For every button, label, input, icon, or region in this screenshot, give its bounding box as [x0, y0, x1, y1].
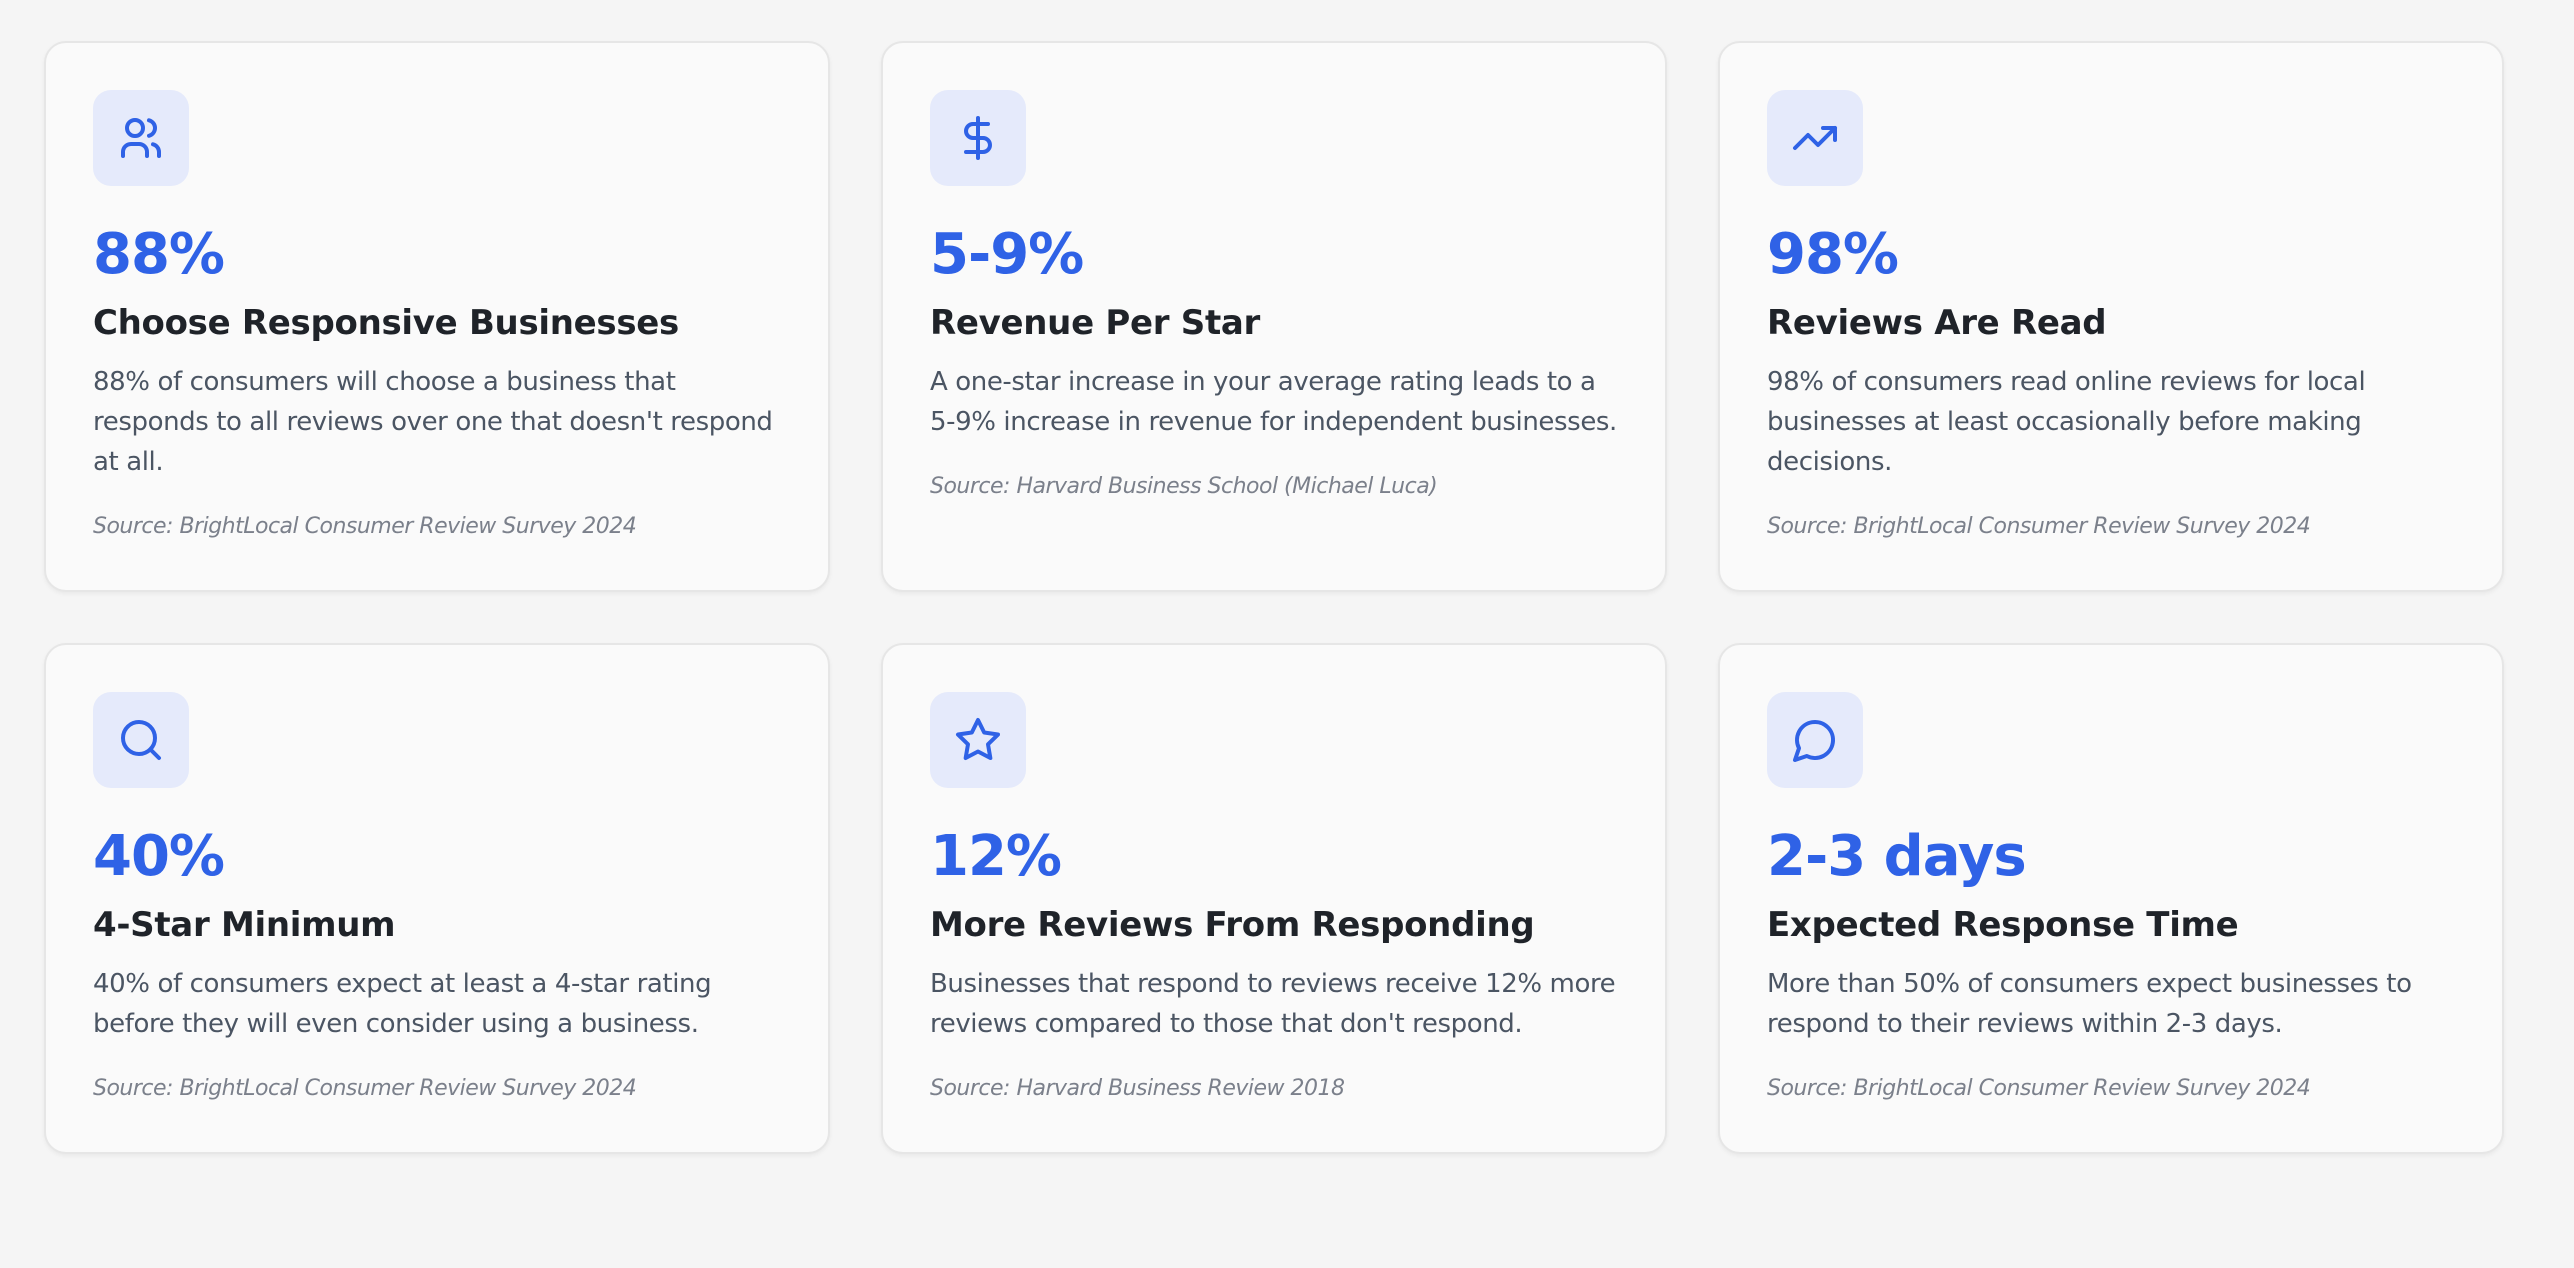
stat-source: Source: BrightLocal Consumer Review Surv…: [93, 514, 637, 539]
stat-value: 88%: [93, 222, 225, 287]
stat-card-more-reviews-from-responding: 12% More Reviews From Responding Busines…: [881, 643, 1667, 1154]
stat-description: 88% of consumers will choose a business …: [93, 367, 773, 477]
stat-source: Source: BrightLocal Consumer Review Surv…: [93, 1076, 637, 1101]
search-icon: [93, 692, 189, 788]
stat-title: 4-Star Minimum: [93, 905, 396, 945]
stat-description: More than 50% of consumers expect busine…: [1767, 969, 2412, 1039]
stat-source: Source: Harvard Business Review 2018: [930, 1076, 1345, 1101]
stat-card-expected-response-time: 2-3 days Expected Response Time More tha…: [1718, 643, 2504, 1154]
stats-grid: 88% Choose Responsive Businesses 88% of …: [44, 41, 2504, 1154]
message-circle-icon: [1767, 692, 1863, 788]
stat-value: 5-9%: [930, 222, 1084, 287]
stat-source: Source: BrightLocal Consumer Review Surv…: [1767, 1076, 2311, 1101]
star-icon: [930, 692, 1026, 788]
stat-description: 98% of consumers read online reviews for…: [1767, 367, 2366, 477]
stat-title: Expected Response Time: [1767, 905, 2239, 945]
stat-card-four-star-minimum: 40% 4-Star Minimum 40% of consumers expe…: [44, 643, 830, 1154]
dollar-sign-icon: [930, 90, 1026, 186]
stat-source: Source: BrightLocal Consumer Review Surv…: [1767, 514, 2311, 539]
stat-card-reviews-are-read: 98% Reviews Are Read 98% of consumers re…: [1718, 41, 2504, 592]
stat-description: 40% of consumers expect at least a 4-sta…: [93, 969, 712, 1039]
stat-card-revenue-per-star: 5-9% Revenue Per Star A one-star increas…: [881, 41, 1667, 592]
stat-value: 98%: [1767, 222, 1899, 287]
stat-title: Reviews Are Read: [1767, 303, 2107, 343]
stat-source: Source: Harvard Business School (Michael…: [930, 474, 1438, 499]
stat-value: 40%: [93, 824, 225, 889]
stat-description: Businesses that respond to reviews recei…: [930, 969, 1616, 1039]
stat-card-choose-responsive-businesses: 88% Choose Responsive Businesses 88% of …: [44, 41, 830, 592]
stat-value: 2-3 days: [1767, 824, 2027, 889]
users-icon: [93, 90, 189, 186]
stat-description: A one-star increase in your average rati…: [930, 367, 1617, 437]
stat-title: Revenue Per Star: [930, 303, 1261, 343]
stat-title: Choose Responsive Businesses: [93, 303, 679, 343]
stat-title: More Reviews From Responding: [930, 905, 1535, 945]
trending-up-icon: [1767, 90, 1863, 186]
stat-value: 12%: [930, 824, 1062, 889]
